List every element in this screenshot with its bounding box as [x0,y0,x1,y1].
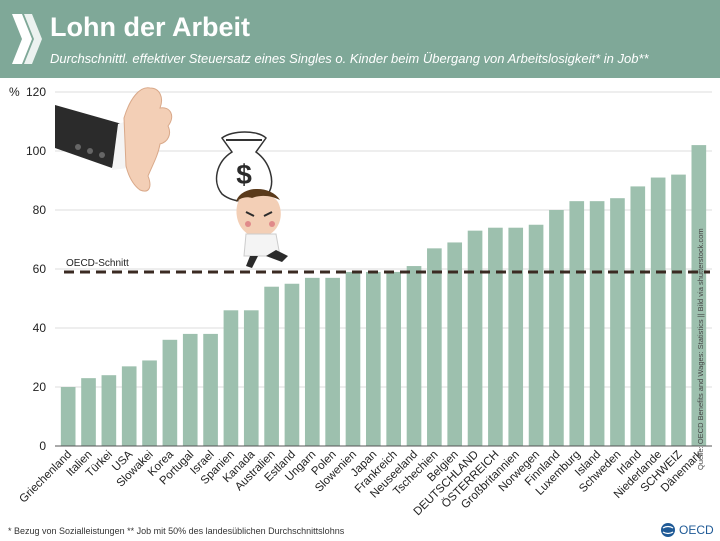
bar [182,333,198,446]
chevron-logo-icon [12,14,42,64]
bar [203,333,218,446]
hand-illustration [55,87,173,192]
y-axis-unit: % [9,85,20,99]
page-title: Lohn der Arbeit [50,12,250,42]
bar [345,271,361,446]
bar [121,366,137,446]
bar [81,378,96,446]
oecd-logo-text: OECD [679,523,714,537]
oecd-average-label: OECD-Schnitt [66,258,129,269]
bar [406,266,422,446]
bar [610,198,625,446]
page-subtitle: Durchschnittl. effektiver Steuersatz ein… [50,51,649,66]
y-axis-ticks: 0 20 40 60 80 100 120 [26,85,46,453]
bar [569,201,585,446]
bar [304,277,320,446]
y-tick-label: 80 [33,203,47,217]
bar [549,210,564,446]
bar [589,201,605,446]
oecd-globe-icon [661,523,675,537]
y-tick-label: 100 [26,144,46,158]
bar [325,277,340,446]
y-tick-label: 40 [33,321,47,335]
y-tick-label: 120 [26,85,46,99]
y-tick-label: 60 [33,262,47,276]
bar [243,310,259,446]
y-tick-label: 0 [39,439,46,453]
y-tick-label: 20 [33,380,47,394]
bar-chart: 0 20 40 60 80 100 120 % OECD-Schnitt Griechenl… [9,85,712,518]
x-tick-label: Griechenland [17,449,74,506]
bar [60,387,76,446]
bar [427,248,442,446]
bar [691,145,707,446]
bar [101,375,117,446]
source-text: Quelle: OECD Benefits and Wages: Statist… [696,228,705,470]
dollar-sign-icon: $ [236,159,252,190]
bar [447,242,463,446]
bar [162,339,178,446]
bar [142,360,157,446]
bar [223,310,239,446]
oecd-logo: OECD [660,522,714,538]
person-illustration [236,188,288,268]
x-axis-labels: GriechenlandItalienTürkeiUSASlowakeiKore… [17,448,705,518]
footnote: * Bezug von Sozialleistungen ** Job mit … [8,526,345,536]
bar [630,186,646,446]
bar [508,227,524,446]
money-bag-illustration: $ [215,131,273,203]
bar [671,174,686,446]
bar [264,286,279,446]
bar [284,283,300,446]
bar [528,224,544,446]
bar [650,177,666,447]
bar [488,227,503,446]
oecd-average: OECD-Schnitt [64,258,710,274]
bar [366,271,381,446]
bar [386,271,401,446]
header-banner: Lohn der Arbeit Durchschnittl. effektive… [0,0,720,78]
bars [60,145,707,447]
bar [467,230,483,446]
